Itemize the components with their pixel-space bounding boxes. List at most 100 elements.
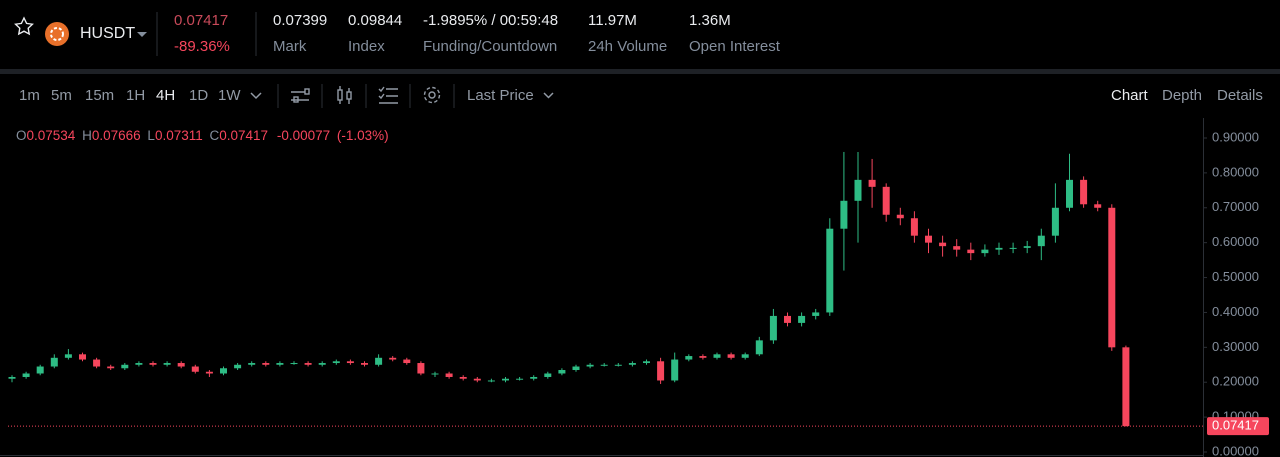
ohlc-label: O <box>16 128 27 143</box>
candle-body <box>840 200 848 229</box>
indicator-icon[interactable] <box>291 88 310 103</box>
stat-label: Funding/Countdown <box>423 38 557 55</box>
stat-value: 1.36M <box>689 12 731 29</box>
ohlc-change: -0.00077 <box>277 128 330 143</box>
price-type[interactable]: Last Price <box>467 87 534 104</box>
candle-body <box>643 361 650 364</box>
candle-body <box>417 363 425 374</box>
stat-label: 24h Volume <box>588 38 667 55</box>
candle-body <box>995 247 1003 250</box>
candle-body <box>248 363 256 365</box>
interval[interactable]: 1W <box>218 87 241 104</box>
candle-body <box>769 315 777 341</box>
header-separator <box>0 69 1280 74</box>
ohlc-value: 0.07417 <box>219 128 268 143</box>
candle-body <box>882 186 890 215</box>
candle-body <box>121 364 129 369</box>
last-price-label: 0.07417 <box>1212 418 1259 433</box>
candle-body <box>149 363 157 365</box>
interval[interactable]: 15m <box>85 87 114 104</box>
price-type-caret[interactable] <box>543 92 554 99</box>
candle-body <box>953 246 961 250</box>
ohlc-legend: O0.07534 H0.07666 L0.07311 C0.07417 -0.0… <box>16 128 389 143</box>
candle-type-icon[interactable] <box>337 86 352 104</box>
candle-body <box>600 364 608 366</box>
interval[interactable]: 5m <box>51 87 72 104</box>
symbol[interactable]: HUSDT <box>80 25 135 42</box>
y-tick-label: 0.00000 <box>1212 443 1259 457</box>
coin-logo-mark <box>50 27 64 41</box>
candle-body <box>530 376 538 379</box>
y-tick-label: 0.50000 <box>1212 269 1259 284</box>
candle-body <box>50 357 58 367</box>
candle-body <box>798 315 806 323</box>
candle-body <box>727 354 735 358</box>
stat-label: Index <box>348 38 385 55</box>
settings-icon[interactable] <box>423 86 441 104</box>
list-icon[interactable] <box>378 86 398 104</box>
stat-label: Mark <box>273 38 307 55</box>
tab[interactable]: Depth <box>1162 87 1202 104</box>
stat-value: 0.09844 <box>348 12 402 29</box>
symbol-caret[interactable] <box>137 32 147 37</box>
ohlc-value: 0.07534 <box>27 128 76 143</box>
candle-body <box>826 228 834 313</box>
y-tick-label: 0.90000 <box>1212 129 1259 144</box>
y-tick-label: 0.60000 <box>1212 234 1259 249</box>
candle-body <box>558 370 566 374</box>
candle-body <box>375 357 383 365</box>
candle-body <box>445 373 453 377</box>
candle-body <box>276 363 284 365</box>
candle-body <box>304 363 312 365</box>
candle-body <box>925 235 932 243</box>
candle-body <box>290 363 298 365</box>
stat-value: -1.9895% / 00:59:48 <box>423 12 558 29</box>
candle-body <box>361 363 368 365</box>
interval[interactable]: 1H <box>126 87 145 104</box>
y-tick-label: 0.40000 <box>1212 304 1259 319</box>
candle-body <box>614 364 622 366</box>
interval-active[interactable]: 4H <box>156 87 175 104</box>
candle-body <box>741 354 749 358</box>
interval[interactable]: 1D <box>189 87 208 104</box>
ohlc-label: C <box>210 128 220 143</box>
candle-body <box>403 359 411 364</box>
favorite-star[interactable] <box>14 16 34 36</box>
candle-body <box>220 368 227 374</box>
candle-body <box>487 380 495 382</box>
candle-body <box>544 373 552 377</box>
tab[interactable]: Details <box>1217 87 1263 104</box>
candle-body <box>1108 207 1116 348</box>
candle-body <box>516 378 524 380</box>
candle-body <box>93 359 101 367</box>
last-price-tag <box>1207 417 1269 436</box>
candle-body <box>1051 207 1059 236</box>
candle-body <box>473 378 481 381</box>
candle-body <box>1122 347 1130 427</box>
candle-body <box>939 242 947 247</box>
candle-body <box>205 371 213 374</box>
candle-body <box>262 363 270 365</box>
candle-body <box>1094 204 1102 208</box>
candle-body <box>671 359 679 381</box>
ohlc-value: 0.07311 <box>155 128 203 143</box>
candle-body <box>868 179 876 187</box>
tab-active[interactable]: Chart <box>1111 87 1149 104</box>
stat-value: 0.07399 <box>273 12 327 29</box>
candle-body <box>332 361 340 364</box>
last-price: 0.07417 <box>174 12 228 29</box>
interval[interactable]: 1m <box>19 87 40 104</box>
candle-body <box>699 356 707 358</box>
candle-body <box>8 376 16 379</box>
candle-body <box>967 249 975 254</box>
interval-caret[interactable] <box>250 92 262 100</box>
candle-body <box>64 354 72 358</box>
candle-body <box>502 378 509 381</box>
candle-body <box>163 363 171 365</box>
candle-body <box>1066 179 1073 208</box>
coin-logo <box>45 22 69 46</box>
candle-body <box>1009 247 1017 249</box>
candle-body <box>713 354 721 358</box>
